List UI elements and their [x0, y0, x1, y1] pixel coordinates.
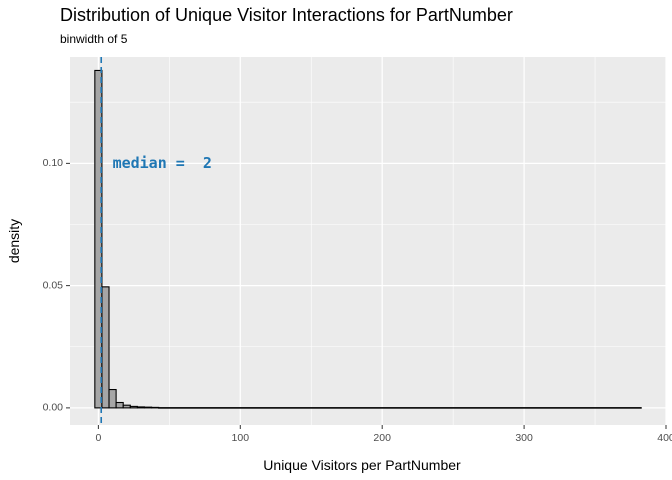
median-label: median = 2	[113, 154, 212, 172]
y-tick-label: 0.05	[43, 279, 64, 291]
x-tick-label: 400	[657, 432, 672, 444]
histogram-bar-7	[143, 406, 153, 409]
x-tick-label: 0	[95, 432, 101, 444]
x-axis-title: Unique Visitors per PartNumber	[263, 457, 461, 473]
histogram-bar-9	[158, 407, 642, 409]
histogram-bar-2	[108, 388, 117, 409]
x-tick-label: 300	[515, 432, 533, 444]
x-tick-label: 100	[232, 432, 250, 444]
histogram-bar-4	[122, 404, 131, 409]
chart-subtitle: binwidth of 5	[60, 32, 128, 46]
plot-panel	[70, 57, 666, 425]
histogram-bar-3	[115, 401, 124, 409]
chart-title: Distribution of Unique Visitor Interacti…	[60, 5, 513, 25]
x-axis: 0 100 200 300 400	[95, 425, 672, 444]
histogram-bar-5	[129, 405, 138, 409]
y-tick-label: 0.00	[43, 402, 64, 414]
y-axis-title: density	[6, 219, 22, 263]
y-axis: 0.00 0.05 0.10	[43, 157, 70, 414]
histogram-bar-8	[151, 406, 160, 409]
y-tick-label: 0.10	[43, 157, 64, 169]
x-tick-label: 200	[373, 432, 391, 444]
histogram-bar-1	[101, 286, 110, 409]
histogram-bar-6	[136, 406, 146, 409]
histogram-bars	[94, 69, 642, 409]
minor-gridlines	[70, 57, 666, 425]
